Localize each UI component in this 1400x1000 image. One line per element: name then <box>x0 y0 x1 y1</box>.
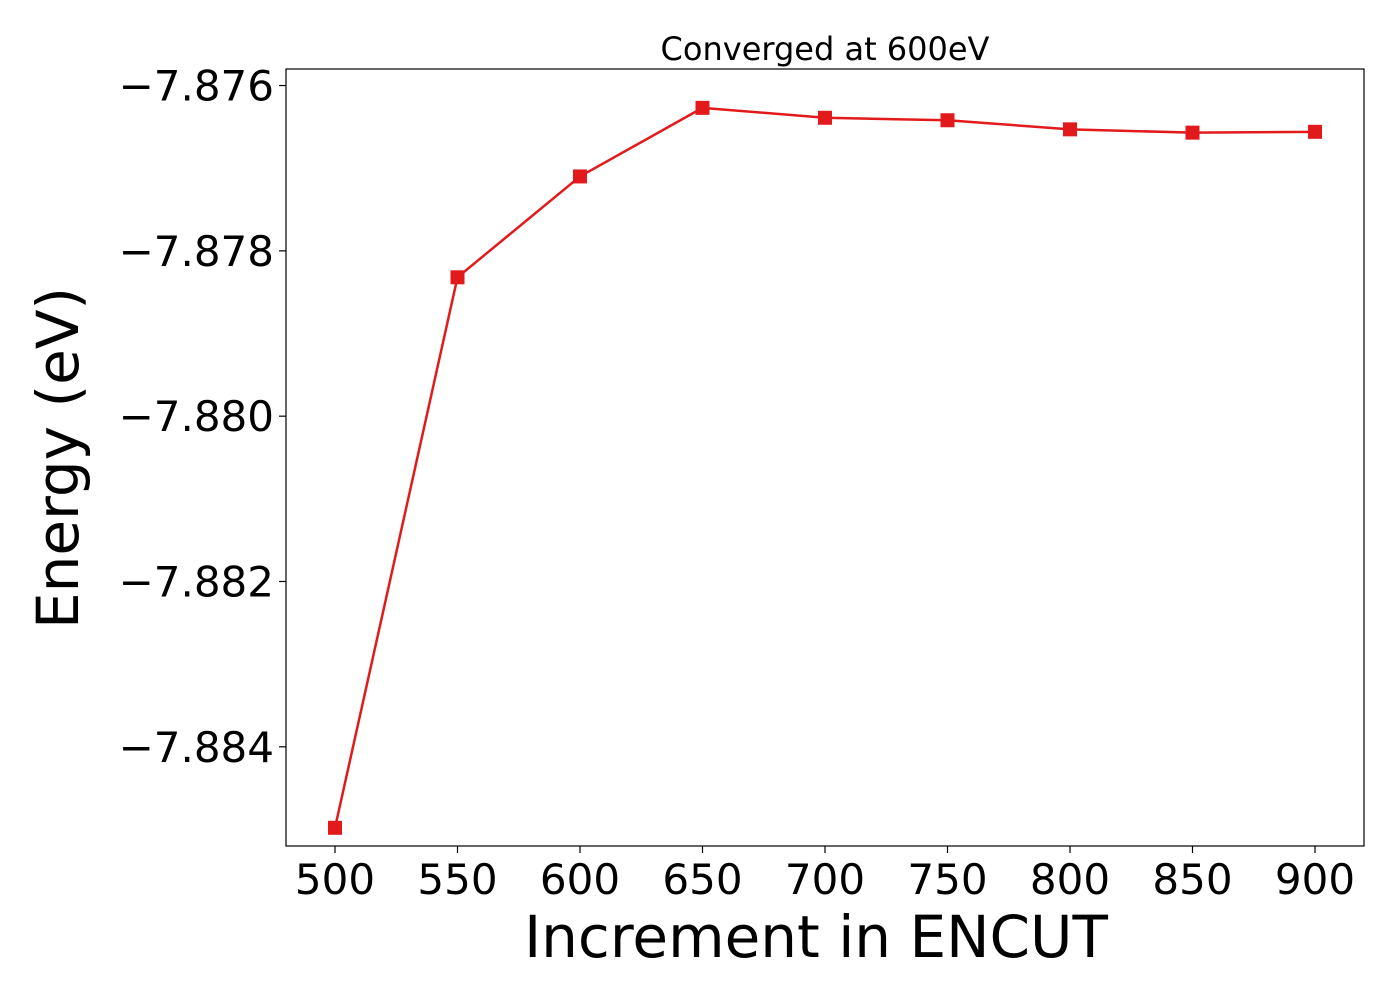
y-tick-label: −7.876 <box>119 62 274 111</box>
data-point-marker <box>328 820 342 835</box>
x-tick-label: 500 <box>295 855 375 904</box>
x-tick-label: 750 <box>907 855 987 904</box>
x-tick-label: 650 <box>662 855 742 904</box>
data-point-marker <box>1063 122 1077 137</box>
data-point-marker <box>818 110 832 125</box>
plot-area: 500 550 600 650 700 750 800 850 900 −7.876 −7.878 −… <box>119 62 1365 904</box>
y-tick-label: −7.884 <box>119 723 274 772</box>
chart-title: Converged at 600eV <box>661 30 990 68</box>
data-point-marker <box>573 169 587 184</box>
y-tick-label: −7.882 <box>119 557 274 606</box>
y-tick-label: −7.878 <box>119 227 274 276</box>
x-axis-label: Increment in ENCUT <box>524 903 1108 971</box>
x-tick-label: 600 <box>540 855 620 904</box>
x-tick-label: 850 <box>1152 855 1232 904</box>
data-point-marker <box>450 270 465 285</box>
x-tick-label: 900 <box>1275 855 1355 904</box>
data-point-marker <box>695 100 710 115</box>
x-tick-label: 550 <box>417 855 497 904</box>
x-tick-label: 700 <box>785 855 865 904</box>
y-axis-label: Energy (eV) <box>24 287 92 629</box>
data-point-marker <box>1308 124 1322 139</box>
y-tick-label: −7.880 <box>119 392 274 441</box>
data-point-marker <box>1185 125 1200 140</box>
x-tick-label: 800 <box>1030 855 1110 904</box>
data-point-marker <box>940 113 955 128</box>
